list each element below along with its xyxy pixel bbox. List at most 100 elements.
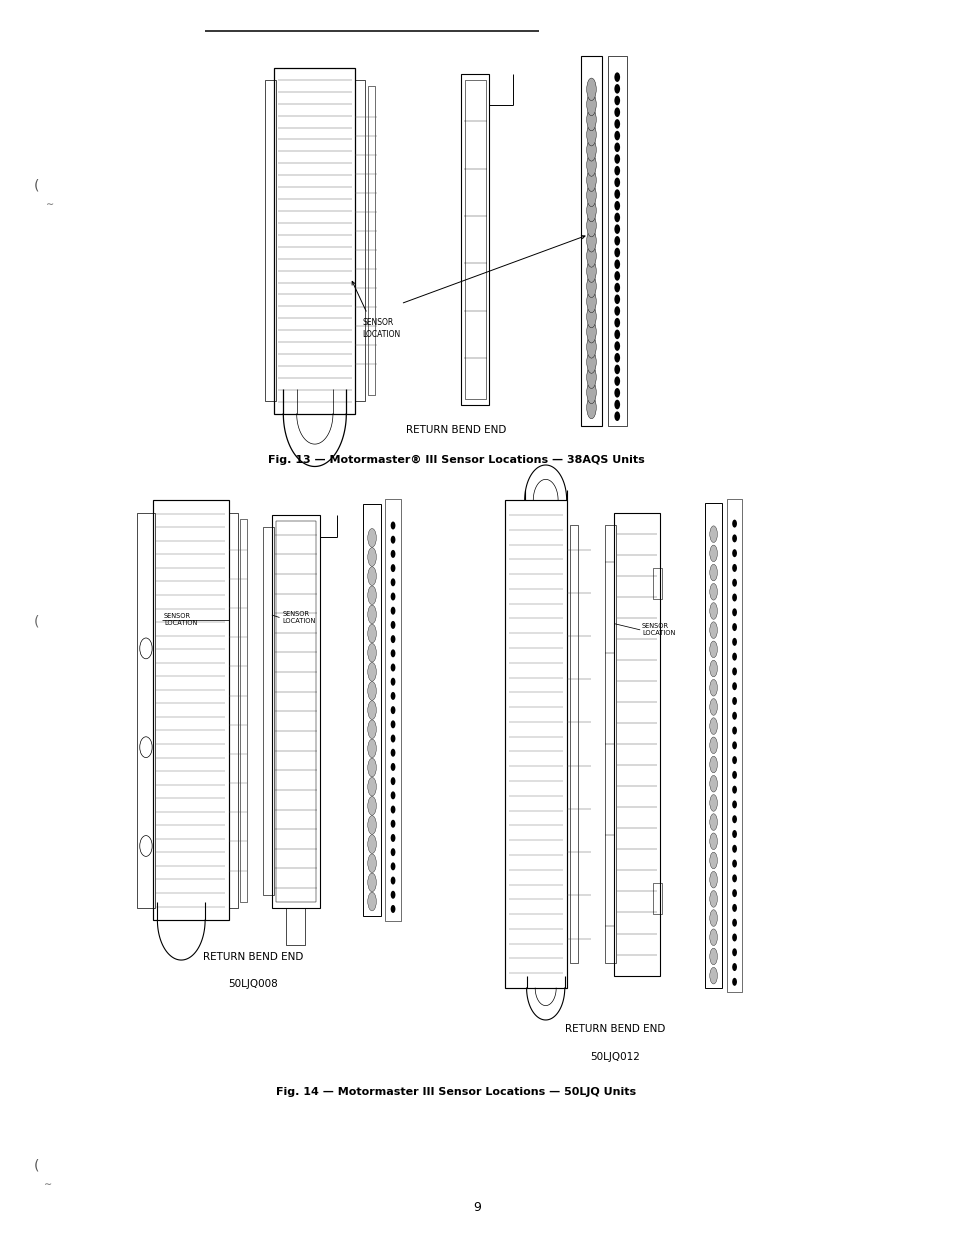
Ellipse shape (586, 351, 596, 373)
Ellipse shape (732, 535, 737, 542)
Ellipse shape (614, 178, 619, 188)
Ellipse shape (391, 848, 395, 856)
Ellipse shape (367, 815, 375, 835)
Ellipse shape (732, 830, 737, 839)
Ellipse shape (391, 578, 395, 587)
Ellipse shape (391, 905, 395, 913)
Bar (363, 504, 380, 916)
Ellipse shape (614, 142, 619, 152)
Ellipse shape (614, 248, 619, 257)
Bar (229, 513, 237, 908)
Ellipse shape (614, 189, 619, 199)
Ellipse shape (367, 777, 375, 797)
Text: $\mathit{(\,}$: $\mathit{(\,}$ (33, 1157, 39, 1172)
Ellipse shape (732, 963, 737, 971)
Ellipse shape (709, 852, 717, 868)
Ellipse shape (586, 78, 596, 100)
Ellipse shape (732, 978, 737, 986)
Text: SENSOR
LOCATION: SENSOR LOCATION (362, 319, 400, 338)
Ellipse shape (732, 904, 737, 911)
Ellipse shape (732, 934, 737, 941)
Ellipse shape (391, 564, 395, 572)
Ellipse shape (586, 215, 596, 237)
Ellipse shape (367, 892, 375, 911)
Ellipse shape (391, 635, 395, 643)
Ellipse shape (709, 603, 717, 619)
Ellipse shape (367, 873, 375, 892)
Text: SENSOR
LOCATION: SENSOR LOCATION (282, 611, 315, 624)
Ellipse shape (732, 815, 737, 824)
Ellipse shape (614, 201, 619, 210)
Ellipse shape (586, 199, 596, 222)
Ellipse shape (614, 73, 619, 82)
Text: $\sim$: $\sim$ (42, 1177, 53, 1187)
Bar (614, 513, 659, 976)
Ellipse shape (586, 366, 596, 389)
Ellipse shape (614, 107, 619, 117)
Ellipse shape (709, 890, 717, 908)
Ellipse shape (732, 594, 737, 601)
Ellipse shape (367, 567, 375, 585)
Bar (152, 500, 229, 920)
Ellipse shape (732, 624, 737, 631)
Ellipse shape (732, 637, 737, 646)
Ellipse shape (732, 550, 737, 557)
Ellipse shape (391, 593, 395, 600)
Bar (726, 499, 741, 992)
Ellipse shape (586, 275, 596, 298)
Ellipse shape (732, 800, 737, 809)
Ellipse shape (614, 154, 619, 164)
Ellipse shape (614, 236, 619, 246)
Ellipse shape (614, 84, 619, 94)
Text: 50LJQ008: 50LJQ008 (228, 979, 277, 989)
Ellipse shape (732, 771, 737, 779)
Ellipse shape (586, 382, 596, 404)
Ellipse shape (709, 661, 717, 677)
Ellipse shape (586, 138, 596, 161)
Ellipse shape (391, 805, 395, 814)
Ellipse shape (709, 737, 717, 753)
Ellipse shape (732, 667, 737, 676)
Ellipse shape (732, 711, 737, 720)
Ellipse shape (139, 638, 152, 658)
Ellipse shape (709, 526, 717, 542)
Ellipse shape (614, 353, 619, 363)
Ellipse shape (391, 877, 395, 884)
Bar (464, 80, 485, 399)
Ellipse shape (732, 756, 737, 764)
Ellipse shape (367, 758, 375, 777)
Bar (385, 499, 400, 921)
Bar (652, 568, 661, 599)
Ellipse shape (614, 317, 619, 327)
Ellipse shape (139, 836, 152, 856)
Ellipse shape (732, 860, 737, 867)
Ellipse shape (709, 545, 717, 562)
Text: Fig. 14 — Motormaster III Sensor Locations — 50LJQ Units: Fig. 14 — Motormaster III Sensor Locatio… (275, 1087, 636, 1097)
Ellipse shape (586, 396, 596, 419)
Ellipse shape (614, 294, 619, 304)
Bar (652, 883, 661, 914)
Bar (355, 80, 364, 401)
Ellipse shape (586, 259, 596, 283)
Bar (274, 68, 355, 414)
Ellipse shape (709, 872, 717, 888)
Ellipse shape (586, 230, 596, 252)
Ellipse shape (709, 679, 717, 697)
Bar (580, 56, 601, 426)
Ellipse shape (367, 529, 375, 547)
Ellipse shape (586, 93, 596, 116)
Ellipse shape (586, 245, 596, 267)
Ellipse shape (391, 820, 395, 827)
Ellipse shape (586, 154, 596, 177)
Ellipse shape (614, 212, 619, 222)
Ellipse shape (367, 797, 375, 815)
Ellipse shape (367, 643, 375, 662)
Ellipse shape (367, 739, 375, 758)
Ellipse shape (367, 720, 375, 739)
Bar (367, 86, 375, 395)
Ellipse shape (391, 663, 395, 672)
Ellipse shape (614, 283, 619, 293)
Ellipse shape (732, 919, 737, 926)
Bar (265, 80, 276, 401)
Ellipse shape (391, 890, 395, 899)
